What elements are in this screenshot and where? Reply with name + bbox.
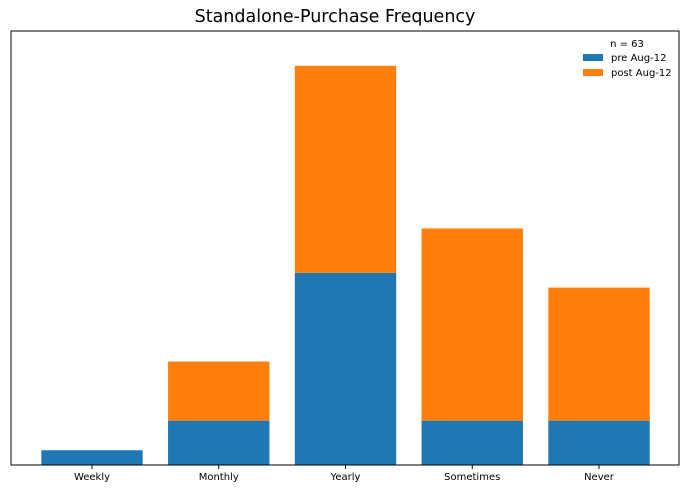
bar-sometimes-pre — [421, 420, 523, 465]
legend-label-post: post Aug-12 — [611, 68, 672, 79]
x-tick-label-weekly: Weekly — [74, 472, 110, 483]
chart-title: Standalone-Purchase Frequency — [195, 7, 476, 27]
bar-never-post — [548, 287, 650, 421]
x-tick-label-sometimes: Sometimes — [444, 472, 500, 483]
bar-never-pre — [548, 420, 650, 465]
x-tick-label-yearly: Yearly — [330, 472, 361, 483]
bar-monthly-pre — [168, 420, 270, 465]
legend-swatch-post — [583, 69, 603, 76]
x-tick-label-monthly: Monthly — [199, 472, 239, 483]
legend-label-pre: pre Aug-12 — [611, 53, 666, 64]
legend-title: n = 63 — [610, 39, 644, 50]
bar-monthly-post — [168, 361, 270, 421]
legend-swatch-pre — [583, 54, 603, 61]
bar-yearly-pre — [294, 272, 397, 465]
bar-sometimes-post — [421, 228, 523, 421]
legend: n = 63 pre Aug-12 post Aug-12 — [583, 39, 672, 79]
x-tick-label-never: Never — [584, 472, 615, 483]
bars-group — [41, 65, 650, 465]
x-axis-ticks: Weekly Monthly Yearly Sometimes Never — [74, 465, 615, 483]
bar-yearly-post — [294, 65, 397, 273]
bar-weekly-pre — [41, 450, 143, 465]
